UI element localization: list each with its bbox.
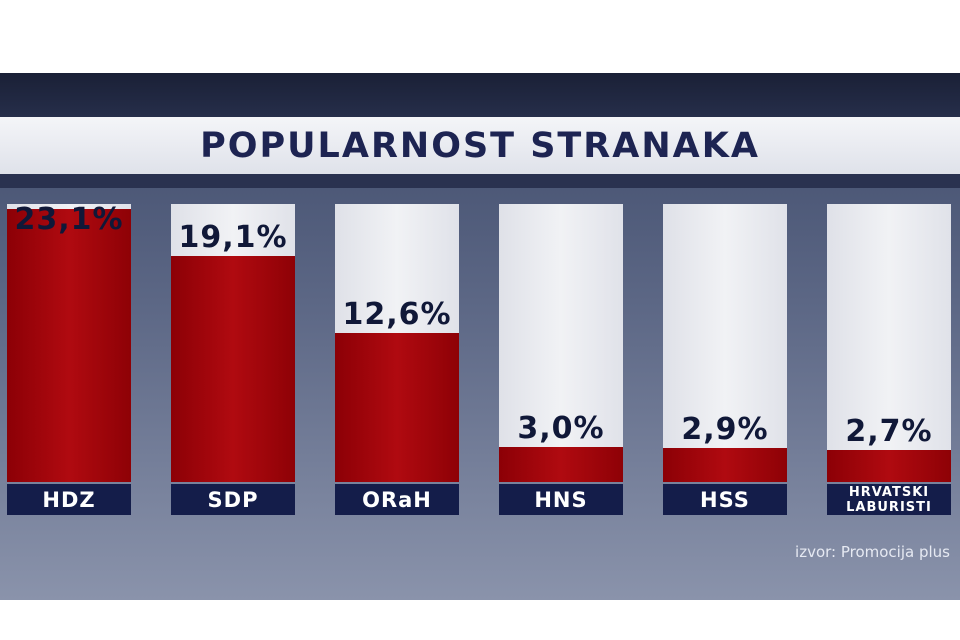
bar-column: 23,1% HDZ <box>7 202 131 515</box>
category-label-line: HRVATSKI <box>848 484 930 500</box>
bar-value-label: 2,7% <box>845 414 933 450</box>
bar <box>663 447 787 482</box>
bar-column: 2,7% HRVATSKI LABURISTI <box>827 204 951 515</box>
chart-title: POPULARNOST STRANAKA <box>200 125 760 166</box>
category-label: HSS <box>663 484 787 515</box>
bar-value-label: 2,9% <box>681 411 769 447</box>
category-label: ORaH <box>335 484 459 515</box>
bar-column: 2,9% HSS <box>663 204 787 515</box>
category-label-line: LABURISTI <box>846 499 932 515</box>
category-label: HDZ <box>7 484 131 515</box>
category-label: HRVATSKI LABURISTI <box>827 484 951 515</box>
bar-column: 3,0% HNS <box>499 204 623 515</box>
top-strip <box>0 73 960 117</box>
bar <box>335 332 459 482</box>
bar-value-label: 19,1% <box>178 220 288 256</box>
bar <box>827 450 951 482</box>
bar-track <box>663 204 787 482</box>
bar-column: 19,1% SDP <box>171 204 295 515</box>
bar-track <box>827 204 951 482</box>
bar-column: 12,6% ORaH <box>335 204 459 515</box>
bar <box>7 208 131 482</box>
title-underline <box>0 174 960 188</box>
bar-track <box>499 204 623 482</box>
title-band: POPULARNOST STRANAKA <box>0 117 960 174</box>
bar <box>499 446 623 482</box>
bar-value-label: 3,0% <box>517 410 605 446</box>
category-label: SDP <box>171 484 295 515</box>
category-label: HNS <box>499 484 623 515</box>
bar <box>171 256 295 482</box>
bar-value-label: 12,6% <box>342 296 452 332</box>
source-note: izvor: Promocija plus <box>795 543 950 561</box>
bar-value-label: 23,1% <box>14 202 124 237</box>
